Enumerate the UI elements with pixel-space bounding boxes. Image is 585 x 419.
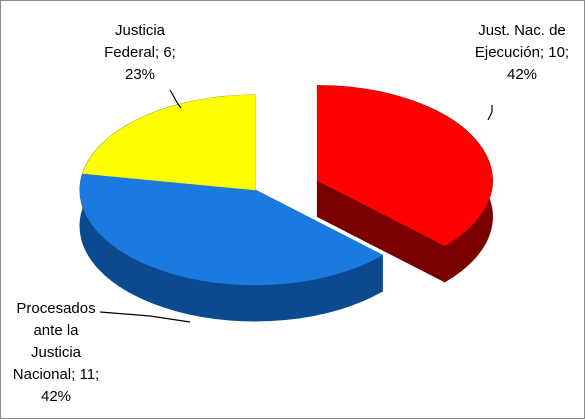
leader-line	[99, 311, 191, 323]
leader-line	[169, 89, 182, 109]
data-label: Justicia Federal; 6; 23%	[104, 22, 176, 83]
data-label: Just. Nac. de Ejecución; 10; 42%	[474, 22, 570, 83]
slice	[79, 173, 383, 286]
slice	[317, 85, 493, 247]
leader-line	[487, 105, 493, 121]
data-label: Procesados ante la Justicia Nacional; 11…	[12, 300, 100, 405]
slice	[82, 94, 256, 191]
slice-tops	[79, 85, 493, 286]
